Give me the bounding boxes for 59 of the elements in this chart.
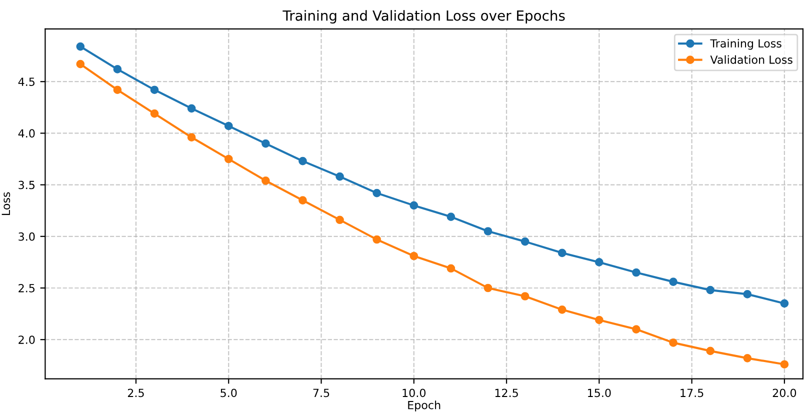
x-tick-label: 2.5 — [128, 388, 144, 398]
legend-label: Validation Loss — [710, 55, 792, 64]
point — [224, 122, 233, 130]
y-tick-label: 4.0 — [18, 129, 35, 138]
point — [410, 201, 418, 210]
y-tick-label: 3.5 — [18, 180, 34, 190]
point — [669, 278, 678, 286]
point — [336, 172, 344, 181]
point — [632, 325, 640, 334]
point — [298, 156, 307, 166]
point — [558, 248, 566, 258]
y-axis-title: Loss — [2, 192, 10, 215]
y-tick-label: 3.0 — [18, 232, 35, 241]
point — [484, 227, 492, 236]
point — [706, 346, 714, 356]
legend-label: Training Loss — [710, 38, 782, 50]
point — [446, 212, 456, 221]
point — [706, 286, 714, 294]
y-tick-label: 4.5 — [18, 78, 34, 86]
point — [446, 264, 456, 273]
point — [262, 139, 270, 148]
x-tick-label: 12.5 — [495, 388, 518, 398]
point — [187, 133, 196, 142]
point — [743, 290, 752, 298]
point — [150, 109, 159, 118]
point — [262, 176, 270, 185]
point — [150, 86, 159, 94]
point — [298, 196, 307, 204]
x-axis-title: Epoch — [408, 400, 440, 412]
point — [224, 154, 233, 164]
point — [113, 65, 122, 74]
y-tick-label: 2.0 — [18, 336, 35, 344]
x-tick-label: 10.0 — [402, 388, 426, 398]
point — [187, 104, 196, 113]
x-tick-label: 15.0 — [588, 388, 611, 398]
point — [632, 268, 640, 277]
point — [780, 299, 789, 308]
point — [76, 60, 85, 68]
point — [594, 258, 604, 266]
point — [520, 237, 530, 246]
point — [558, 306, 566, 314]
point — [76, 42, 85, 51]
x-tick-label: 17.5 — [680, 388, 704, 398]
point — [336, 216, 344, 224]
y-tick-label: 2.5 — [18, 284, 34, 292]
point — [372, 235, 381, 244]
x-tick-label: 5.0 — [220, 388, 237, 398]
x-tick-label: 20.0 — [772, 388, 796, 398]
point — [520, 292, 530, 300]
point — [780, 360, 789, 369]
point — [484, 284, 492, 292]
x-tick-label: 7.5 — [313, 388, 330, 398]
point — [372, 188, 381, 198]
point — [743, 354, 752, 362]
point — [669, 338, 678, 347]
chart-title: Training and Validation Loss over Epochs — [282, 10, 565, 24]
point — [594, 316, 604, 324]
point — [113, 86, 122, 94]
point — [410, 252, 418, 260]
